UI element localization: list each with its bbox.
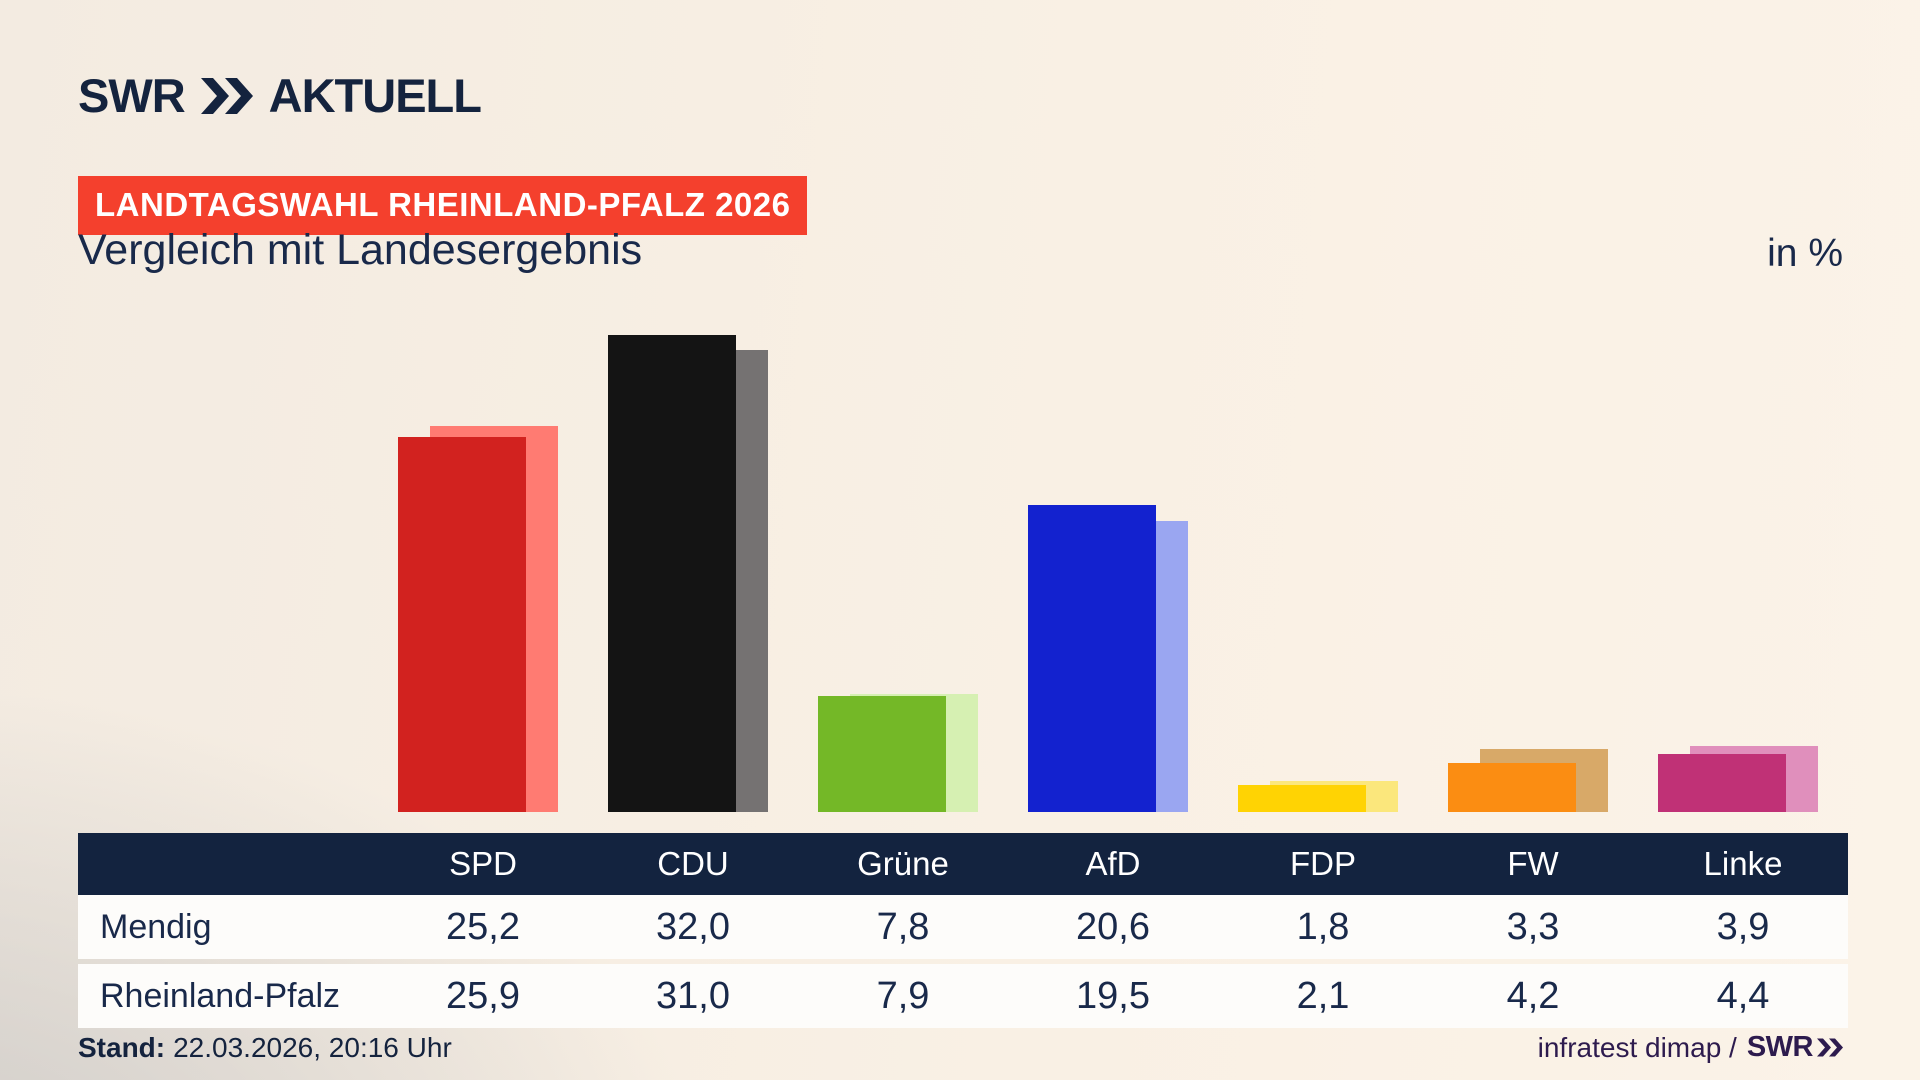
swr-aktuell-logo: SWR AKTUELL [78,68,482,123]
column-header-FW: FW [1507,845,1559,882]
bar-CDU-mendig [608,335,736,812]
timestamp: Stand: 22.03.2026, 20:16 Uhr [78,1032,452,1064]
row-label: Mendig [100,907,212,946]
value-cell-SPD: 25,9 [446,974,520,1017]
bar-chart [398,335,1818,812]
value-cell-SPD: 25,2 [446,905,520,948]
row-label: Rheinland-Pfalz [100,976,341,1015]
value-cell-AfD: 20,6 [1076,905,1150,948]
value-cell-FDP: 1,8 [1296,905,1350,948]
column-header-CDU: CDU [657,845,729,882]
column-header-AfD: AfD [1085,845,1141,882]
table-row-mendig: Mendig 25,2 32,0 7,8 20,6 1,8 3,3 3,9 [78,895,1848,959]
value-cell-AfD: 19,5 [1076,974,1150,1017]
value-cell-FW: 3,3 [1506,905,1560,948]
source-text: infratest dimap / [1537,1031,1737,1063]
value-cell-Linke: 3,9 [1716,905,1770,948]
bar-FW-mendig [1448,763,1576,812]
source-credit: infratest dimap / SWR [1538,1031,1843,1064]
value-cell-Grüne: 7,8 [876,905,930,948]
election-banner: LANDTAGSWAHL RHEINLAND-PFALZ 2026 [78,176,808,235]
column-header-Grüne: Grüne [857,845,949,882]
double-chevron-icon [200,77,253,114]
column-header-SPD: SPD [449,845,517,882]
table-body: Mendig 25,2 32,0 7,8 20,6 1,8 3,3 3,9 Rheinland-… [78,895,1848,1028]
stand-value: 22.03.2026, 20:16 Uhr [173,1032,452,1063]
bar-SPD-mendig [398,437,526,812]
value-cell-CDU: 32,0 [656,905,730,948]
swr-logo-small-text: SWR [1746,1031,1814,1063]
table-row-rheinland-pfalz: Rheinland-Pfalz 25,9 31,0 7,9 19,5 2,1 4,2 4,4 [78,964,1848,1028]
column-header-Linke: Linke [1703,845,1783,882]
double-chevron-small-icon [1817,1038,1843,1057]
results-table: SPD CDU Grüne AfD FDP FW Linke Mendig 25,2 32,0 7… [78,833,1848,1028]
stand-label: Stand: [78,1032,166,1063]
unit-label: in % [1767,232,1843,275]
table-header-row: SPD CDU Grüne AfD FDP FW Linke [78,833,1848,895]
logo-brand-text: SWR [78,69,186,122]
value-cell-FW: 4,2 [1506,974,1560,1017]
logo-suffix-text: AKTUELL [268,69,482,122]
column-header-FDP: FDP [1290,845,1356,882]
bar-Grüne-mendig [818,696,946,812]
bar-FDP-mendig [1238,785,1366,812]
value-cell-Grüne: 7,9 [876,974,930,1017]
value-cell-CDU: 31,0 [656,974,730,1017]
bar-Linke-mendig [1658,754,1786,812]
bar-AfD-mendig [1028,505,1156,812]
value-cell-FDP: 2,1 [1296,974,1350,1017]
value-cell-Linke: 4,4 [1716,974,1770,1017]
swr-logo-small: SWR [1747,1031,1843,1064]
table-corner-cell [78,833,378,895]
page-title: Vergleich mit Landesergebnis [78,226,643,274]
